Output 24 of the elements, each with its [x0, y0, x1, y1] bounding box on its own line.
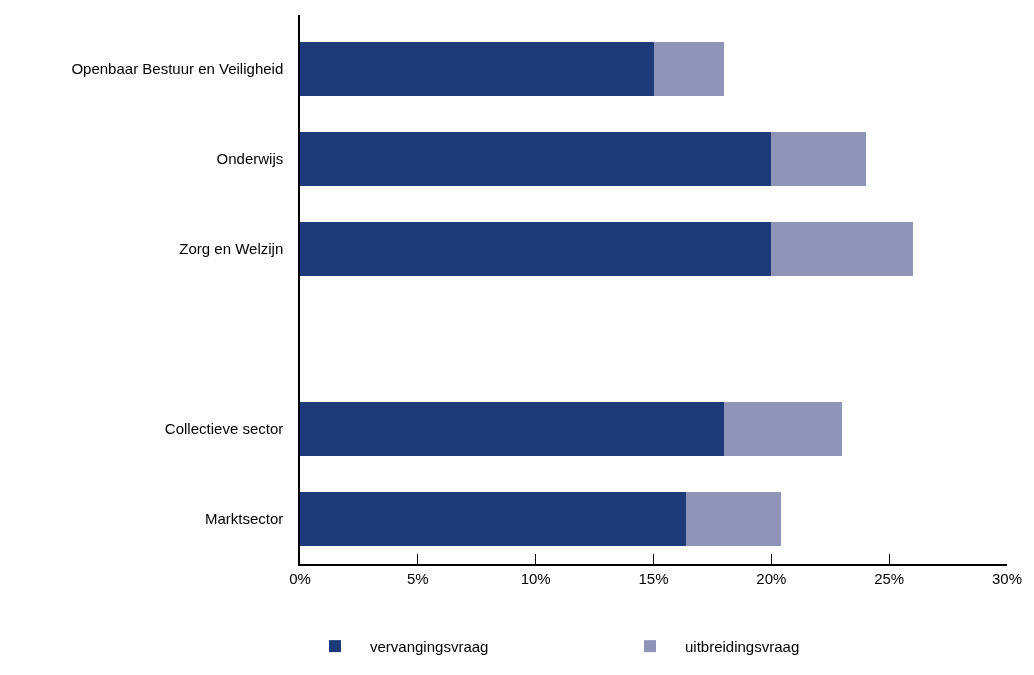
legend-label: uitbreidingsvraag — [685, 637, 800, 655]
bar — [724, 402, 843, 456]
y-tick-label: Openbaar Bestuur en Veiligheid — [71, 60, 284, 78]
x-tick-label: 15% — [638, 569, 669, 587]
bar — [300, 492, 687, 546]
y-tick-label: Marktsector — [204, 510, 284, 528]
y-tick-label: Onderwijs — [216, 150, 284, 168]
bar — [300, 402, 725, 456]
x-tick-label: 0% — [289, 569, 311, 587]
x-tick-label: 20% — [756, 569, 787, 587]
bar — [300, 42, 654, 96]
x-tick-label: 5% — [406, 569, 429, 587]
y-tick-label: Collectieve sector — [164, 420, 284, 438]
x-tick-label: 25% — [874, 569, 905, 587]
bar — [653, 42, 725, 96]
bar — [771, 132, 866, 186]
x-tick-label: 10% — [520, 569, 551, 587]
bar — [300, 222, 772, 276]
bar — [300, 132, 772, 186]
bar — [686, 492, 781, 546]
bar — [771, 222, 913, 276]
legend-label: vervangingsvraag — [370, 637, 489, 655]
x-tick-label: 30% — [991, 569, 1023, 587]
y-tick-label: Zorg en Welzijn — [179, 240, 284, 258]
